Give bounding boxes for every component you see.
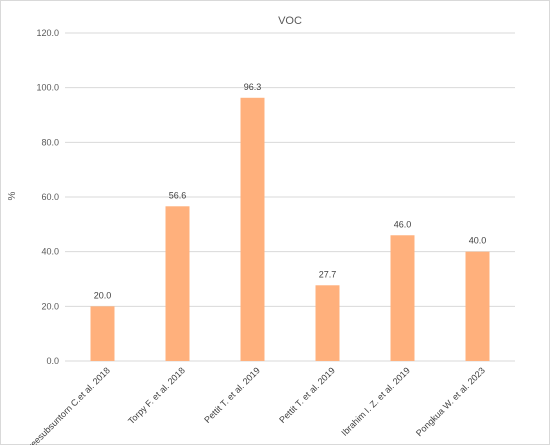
data-label: 46.0 <box>394 219 412 229</box>
bar <box>465 251 490 361</box>
bar <box>165 206 190 361</box>
bar <box>390 235 415 361</box>
bar <box>240 97 265 361</box>
y-tick-label: 100.0 <box>36 83 59 93</box>
category-label: Pettit T. et al. 2019 <box>277 365 337 425</box>
category-label: Treesubsuntorn C.et al. 2018 <box>23 365 112 445</box>
y-tick-label: 0.0 <box>46 356 59 366</box>
y-tick-label: 120.0 <box>36 28 59 38</box>
bar <box>90 306 115 361</box>
chart-title: VOC <box>278 15 302 27</box>
y-axis-label: % <box>7 191 18 200</box>
category-label: Torpy F. et al. 2018 <box>126 365 187 426</box>
y-tick-label: 60.0 <box>41 192 59 202</box>
data-label: 96.3 <box>244 82 262 92</box>
bar <box>315 285 340 361</box>
data-label: 27.7 <box>319 269 337 279</box>
y-tick-label: 80.0 <box>41 137 59 147</box>
data-label: 56.6 <box>169 190 187 200</box>
data-labels: 20.0 56.6 96.3 27.7 46.0 40.0 <box>94 82 487 301</box>
y-tick-label: 40.0 <box>41 247 59 257</box>
category-label: Pettit T. et al. 2019 <box>202 365 262 425</box>
bars <box>90 97 490 361</box>
category-labels: Treesubsuntorn C.et al. 2018 Torpy F. et … <box>23 365 487 445</box>
category-label: Pongkua W. et al. 2023 <box>414 365 487 438</box>
y-tick-labels: 0.0 20.0 40.0 60.0 80.0 100.0 120.0 <box>36 28 59 366</box>
data-label: 40.0 <box>469 236 487 246</box>
data-label: 20.0 <box>94 290 112 300</box>
gridlines <box>65 32 515 362</box>
y-tick-label: 20.0 <box>41 301 59 311</box>
category-label: Ibrahim I. Z. et al. 2019 <box>339 365 412 438</box>
